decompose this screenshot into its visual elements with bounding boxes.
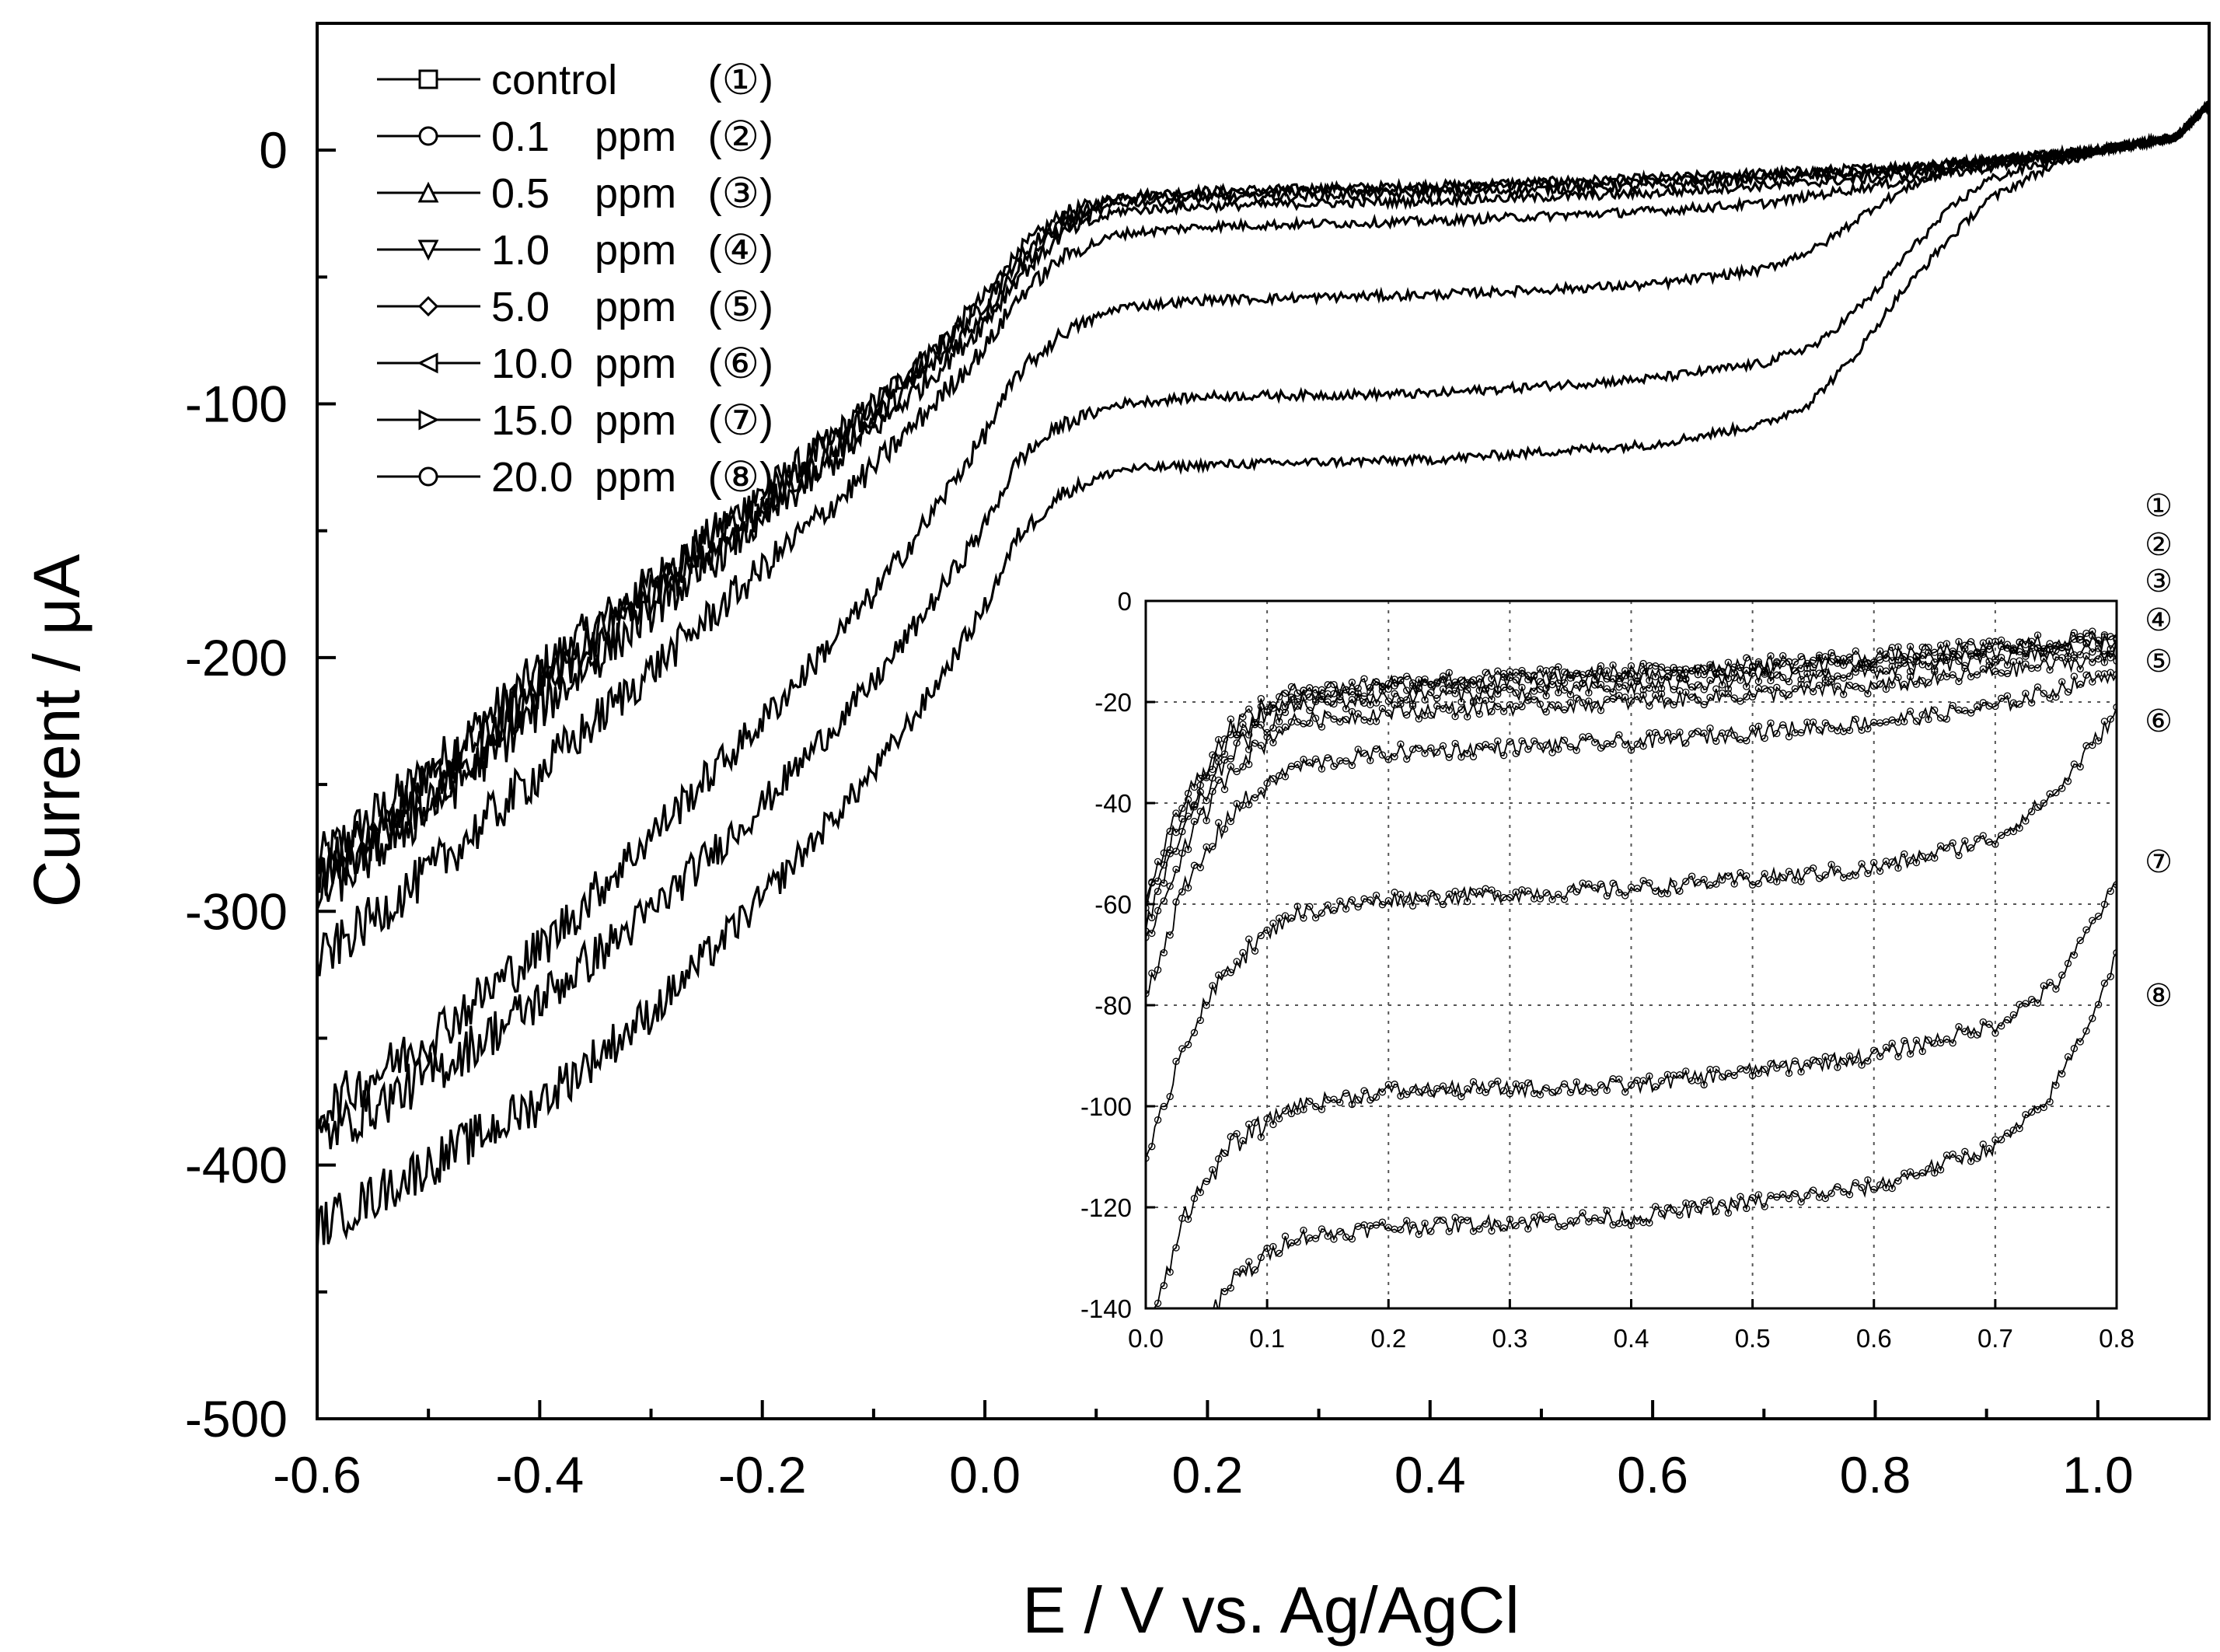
legend-series-name: 15.0 <box>491 397 573 444</box>
legend-marker-triangle-down-icon <box>417 239 439 261</box>
legend: control (①) 0.1 ppm (②) 0.5 ppm (③) 1.0 ppm (④) 5.0… <box>377 57 773 501</box>
legend-marker-square-icon <box>418 69 438 89</box>
legend-series-name: 1.0 <box>491 227 550 274</box>
inset-series-line-4 <box>1146 648 2117 938</box>
legend-marker-triangle-left-icon <box>417 352 438 374</box>
inset-curve-label: ④ <box>2145 603 2173 637</box>
inset-series-line-5 <box>1146 670 2117 995</box>
inset-y-tick-label: -100 <box>1080 1092 1132 1121</box>
x-tick-label: 0.4 <box>1394 1446 1466 1504</box>
series-line-8 <box>317 100 2209 1252</box>
legend-unit: ppm <box>595 397 676 444</box>
legend-unit: ppm <box>595 114 676 160</box>
inset-series-markers-6 <box>1146 703 2117 1162</box>
legend-curve-id: (④) <box>708 227 773 274</box>
inset-curve-label: ⑥ <box>2145 704 2173 739</box>
main-series-group <box>317 100 2209 1252</box>
legend-series-name: 5.0 <box>491 284 550 330</box>
legend-marker-circle-icon <box>418 466 438 487</box>
inset-series-markers-5 <box>1146 669 2117 997</box>
inset-x-tick-label: 0.7 <box>1977 1324 2013 1353</box>
x-tick-label: -0.6 <box>273 1446 361 1504</box>
x-tick-label: 1.0 <box>2062 1446 2134 1504</box>
series-line-7 <box>317 101 2209 1150</box>
inset-series-markers-8 <box>1216 948 2117 1308</box>
inset-x-tick-label: 0.3 <box>1492 1324 1527 1353</box>
inset-x-tick-label: 0.6 <box>1856 1324 1892 1353</box>
legend-unit: ppm <box>595 284 676 330</box>
x-tick-label: 0.8 <box>1840 1446 1911 1504</box>
legend-series-name: 0.5 <box>491 170 550 217</box>
inset-y-tick-label: -80 <box>1094 991 1132 1020</box>
inset-x-tick-label: 0.5 <box>1735 1324 1771 1353</box>
inset-y-tick-label: -60 <box>1094 890 1132 919</box>
legend-unit: ppm <box>595 454 676 501</box>
x-tick-label: -0.2 <box>718 1446 807 1504</box>
legend-curve-id: (⑤) <box>708 284 773 330</box>
legend-series-name: 0.1 <box>491 114 550 160</box>
inset-x-tick-label: 0.0 <box>1128 1324 1164 1353</box>
inset-curve-label: ⑧ <box>2145 979 2173 1013</box>
inset-x-tick-label: 0.4 <box>1614 1324 1649 1353</box>
legend-curve-id: (①) <box>708 57 773 103</box>
x-axis-title: E / V vs. Ag/AgCl <box>1022 1573 1520 1647</box>
legend-unit: ppm <box>595 341 676 387</box>
y-axis-title: Current / μA <box>20 554 93 908</box>
y-tick-label: 0 <box>259 121 288 179</box>
legend-marker-triangle-right-icon <box>418 409 440 431</box>
inset-x-tick-label: 0.2 <box>1370 1324 1406 1353</box>
series-line-6 <box>317 103 2209 1130</box>
y-tick-label: -400 <box>185 1137 288 1194</box>
main-axes: 0-100-200-300-400-500-0.6 -0.4 -0.2 0.0 0.2 0… <box>185 22 2211 1504</box>
inset-curve-label: ⑤ <box>2145 644 2173 679</box>
legend-series-name: 10.0 <box>491 341 573 387</box>
inset-series-markers-4 <box>1146 652 2117 941</box>
legend-unit: ppm <box>595 170 676 217</box>
legend-series-name: control <box>491 57 617 103</box>
legend-marker-diamond-icon <box>417 295 439 317</box>
inset-y-tick-label: -120 <box>1080 1193 1132 1222</box>
x-tick-label: 0.6 <box>1617 1446 1688 1504</box>
inset-y-tick-label: -40 <box>1094 789 1132 818</box>
legend-unit: ppm <box>595 227 676 274</box>
inset-curve-label: ③ <box>2145 564 2173 599</box>
inset-y-tick-label: -20 <box>1094 688 1132 717</box>
x-tick-label: 0.0 <box>949 1446 1021 1504</box>
inset-x-tick-label: 0.1 <box>1249 1324 1285 1353</box>
legend-series-name: 20.0 <box>491 454 573 501</box>
legend-curve-id: (⑧) <box>708 454 773 501</box>
inset-y-tick-label: -140 <box>1080 1294 1132 1323</box>
legend-curve-id: (⑥) <box>708 341 773 387</box>
inset-series-line-6 <box>1146 707 2117 1159</box>
main-plot-frame <box>316 22 2211 1420</box>
series-line-4 <box>317 101 2209 910</box>
inset-series-markers-7 <box>1154 881 2117 1308</box>
inset-x-tick-label: 0.8 <box>2099 1324 2134 1353</box>
legend-marker-circle-icon <box>418 126 438 146</box>
series-line-5 <box>317 102 2209 976</box>
y-tick-label: -100 <box>185 375 288 433</box>
inset-curve-label: ① <box>2145 489 2173 523</box>
legend-curve-id: (②) <box>708 114 773 160</box>
legend-marker-triangle-up-icon <box>417 181 439 203</box>
inset-curve-label: ② <box>2145 528 2173 562</box>
legend-curve-id: (⑦) <box>708 397 773 444</box>
y-tick-label: -300 <box>185 882 288 940</box>
y-tick-label: -200 <box>185 629 288 686</box>
legend-curve-id: (③) <box>708 170 773 217</box>
x-tick-label: 0.2 <box>1172 1446 1244 1504</box>
inset-curve-label: ⑦ <box>2145 845 2173 879</box>
inset-y-tick-label: 0 <box>1118 587 1132 616</box>
x-tick-label: -0.4 <box>495 1446 584 1504</box>
y-tick-label: -500 <box>185 1390 288 1448</box>
inset-background <box>1146 601 2117 1308</box>
